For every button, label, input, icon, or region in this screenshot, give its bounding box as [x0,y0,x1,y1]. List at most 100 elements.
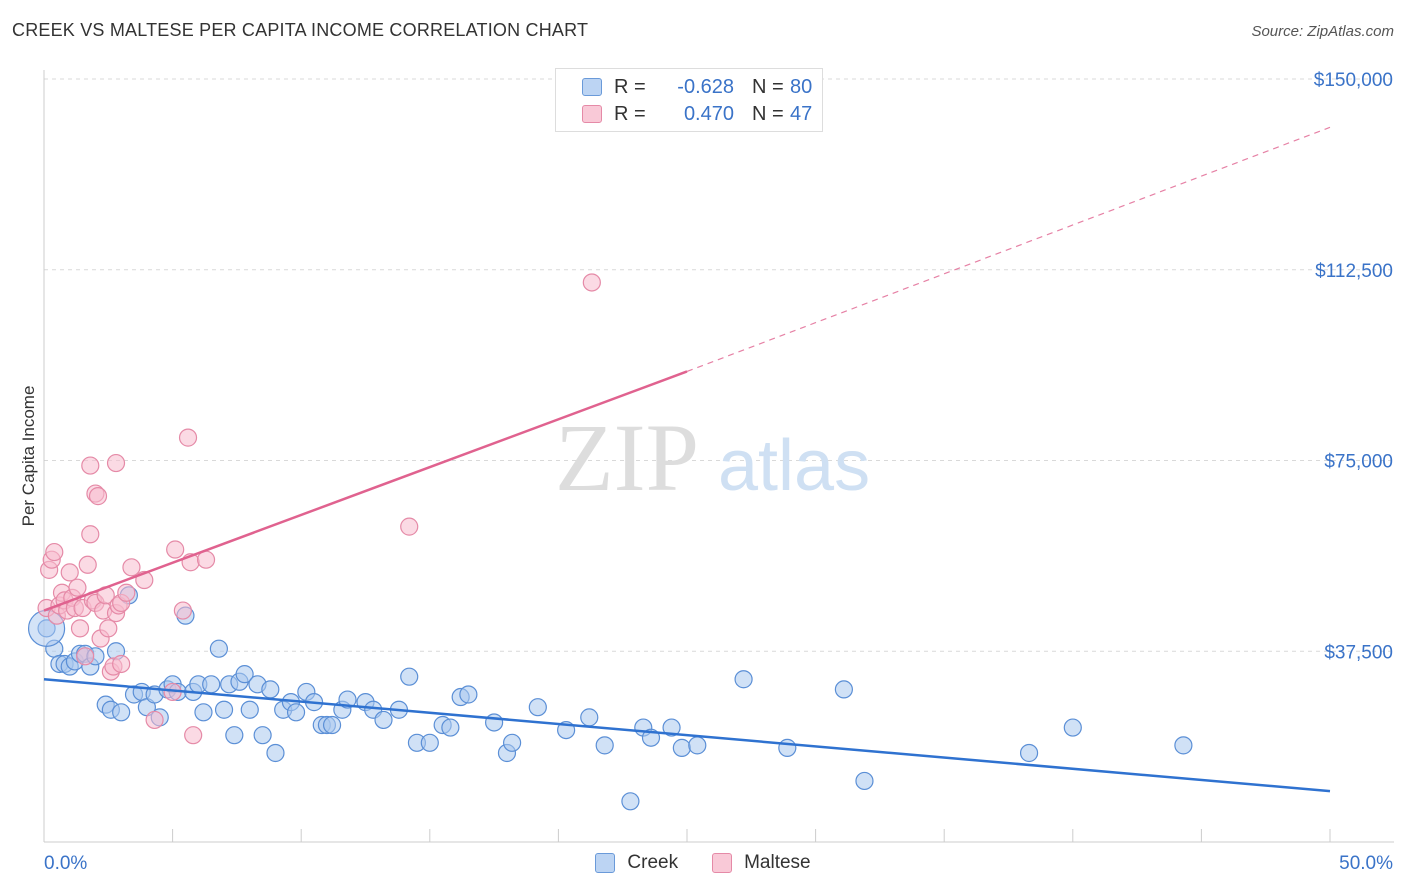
maltese-point [106,453,126,473]
source-label: Source: ZipAtlas.com [1251,23,1394,40]
creek-point [266,743,285,763]
creek-point [202,675,221,694]
creek-point [338,690,357,709]
maltese-point [178,428,198,447]
x-ticks [43,829,1331,842]
maltese-trend-extension [686,126,1331,373]
chart-title: CREEK VS MALTESE PER CAPITA INCOME CORRE… [12,20,589,40]
creek-point [662,718,681,737]
y-tick-label: $150,000 [1314,70,1393,91]
y-tick-label: $37,500 [1324,642,1393,663]
creek-point [834,680,853,699]
creek-point [261,680,280,699]
legend-item-creek[interactable]: Creek [595,852,678,874]
creek-point [209,639,228,658]
creek-point [1174,736,1193,755]
maltese-point [60,563,79,582]
legend-r-value: 0.470 [683,102,734,125]
creek-point [528,698,547,717]
creek-point [855,771,874,791]
maltese-point [400,517,419,536]
maltese-swatch [712,853,733,873]
grid-lines [44,78,1394,652]
y-tick-labels: $37,500 $75,000 $112,500 $150,000 [1314,70,1393,663]
maltese-point [184,726,203,745]
creek-point [1019,743,1039,763]
creek-point [459,685,478,704]
maltese-point [81,456,100,475]
legend-r-label: R = [614,102,646,125]
maltese-point [122,558,141,577]
creek-point [286,703,306,722]
creek-point [688,736,707,755]
maltese-point [45,542,64,562]
legend-label-maltese: Maltese [744,852,811,873]
legend-row-maltese: R = 0.470 N = 47 [582,102,812,126]
series-legend: Creek Maltese [0,852,1406,874]
watermark-zip: ZIP [555,404,699,511]
legend-item-maltese[interactable]: Maltese [712,852,811,874]
creek-point [112,703,131,722]
creek-point [194,703,213,722]
legend-r-label: R = [614,75,646,98]
creek-point [235,665,254,684]
maltese-points [37,273,601,745]
y-tick-label: $75,000 [1324,452,1393,473]
creek-points [27,586,1193,811]
x-tick-label: 50.0% [1339,853,1393,874]
maltese-point [99,619,118,638]
legend-row-creek: R = -0.628 N = 80 [582,75,812,99]
y-axis-title: Per Capita Income [19,386,38,527]
maltese-point [117,583,136,602]
stats-legend: R = -0.628 N = 80 R = 0.470 N = 47 [555,68,823,132]
maltese-point [166,540,185,559]
legend-n-value: 47 [790,102,813,125]
creek-point [441,718,460,737]
creek-point [672,738,691,757]
maltese-point [88,487,108,506]
maltese-point [145,710,164,730]
legend-r-value: -0.628 [677,75,734,98]
y-tick-label: $112,500 [1315,261,1393,282]
creek-point [778,738,797,757]
creek-point [595,736,614,755]
creek-point [621,792,640,811]
creek-point [374,710,393,730]
maltese-point [81,525,100,544]
legend-n-label: N = [752,102,784,125]
maltese-swatch [582,105,602,123]
maltese-point [173,601,192,620]
maltese-point [70,619,90,638]
creek-trend-line [43,677,1331,793]
x-tick-labels: 0.0% 50.0% [44,853,1393,874]
creek-point [214,700,234,719]
creek-swatch [582,78,602,96]
trend-lines [43,126,1331,793]
creek-point [485,713,504,732]
creek-point [225,726,244,745]
creek-swatch [595,853,616,873]
creek-point [400,667,419,686]
creek-point [1063,718,1082,737]
creek-point [420,733,439,752]
creek-point [580,708,599,727]
maltese-point [78,555,97,574]
legend-n-value: 80 [790,75,813,98]
legend-label-creek: Creek [627,852,679,873]
maltese-point [582,273,601,292]
watermark: ZIP atlas [555,404,870,511]
watermark-atlas: atlas [718,426,870,506]
x-tick-label: 0.0% [44,853,87,874]
maltese-point [68,578,87,597]
maltese-trend-line [43,370,688,612]
creek-point [734,670,753,689]
creek-point [253,726,272,745]
creek-point [240,700,259,719]
maltese-point [112,654,131,674]
axes [43,70,1394,843]
creek-point [503,733,522,752]
creek-point [322,715,342,735]
maltese-point [76,647,95,666]
legend-n-label: N = [752,75,784,98]
